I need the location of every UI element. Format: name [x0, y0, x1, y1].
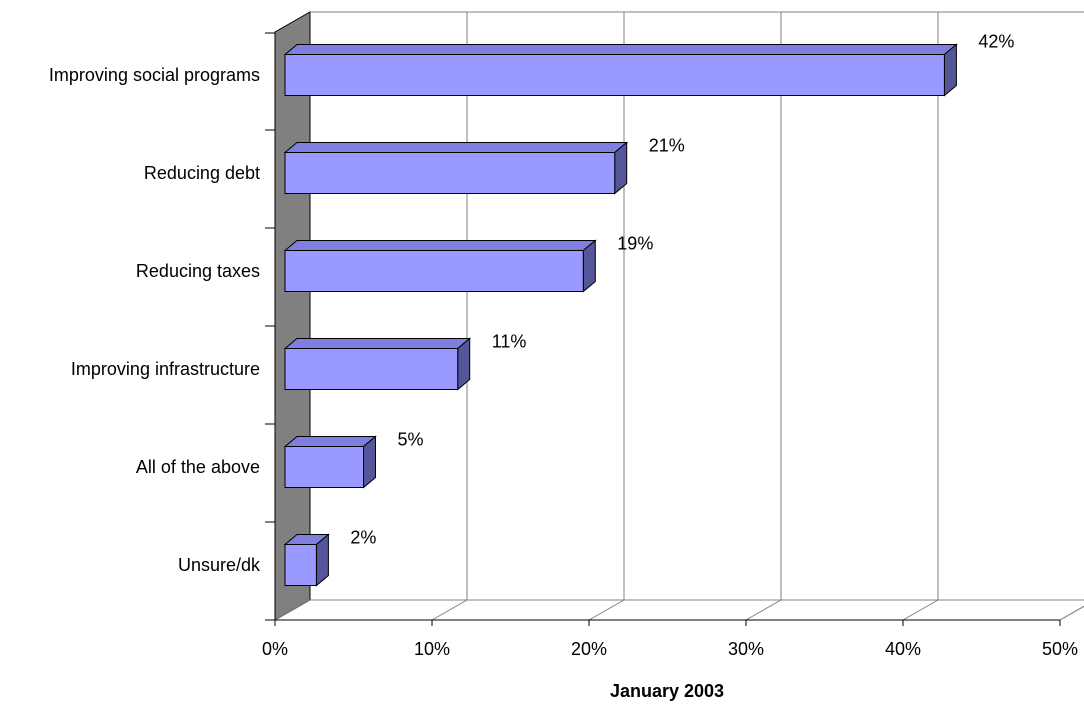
category-label: All of the above — [136, 457, 260, 477]
category-label: Reducing taxes — [136, 261, 260, 281]
bar-top-face — [283, 44, 958, 55]
bar — [284, 544, 317, 586]
category-label: Improving infrastructure — [71, 359, 260, 379]
bars-layer — [283, 43, 958, 587]
floor-gridline — [431, 599, 468, 621]
value-label: 5% — [398, 430, 424, 450]
value-label: 19% — [617, 234, 653, 254]
x-tick-label: 50% — [1042, 639, 1078, 659]
floor-gridline — [1059, 605, 1084, 621]
x-tick-label: 30% — [728, 639, 764, 659]
bar-top-face — [283, 436, 377, 447]
bar — [284, 152, 616, 194]
bar — [284, 348, 459, 390]
value-label: 21% — [649, 136, 685, 156]
floor-gridline — [745, 599, 782, 621]
value-label: 42% — [978, 32, 1014, 52]
grid-layer — [265, 11, 1084, 626]
side-wall — [274, 11, 311, 621]
labels-layer: 0% 10% 20% 30% 40% 50% Improving social progra… — [49, 32, 1078, 660]
value-label: 2% — [350, 528, 376, 548]
category-label: Reducing debt — [144, 163, 260, 183]
floor-gridline — [902, 599, 939, 621]
x-tick-label: 10% — [414, 639, 450, 659]
floor-gridline — [588, 599, 625, 621]
x-tick-label: 20% — [571, 639, 607, 659]
x-axis-title: January 2003 — [610, 681, 724, 701]
bar — [284, 446, 364, 488]
floor-gridline — [274, 599, 311, 621]
bar — [284, 54, 945, 96]
category-label: Unsure/dk — [178, 555, 261, 575]
x-tick-label: 40% — [885, 639, 921, 659]
x-tick-label: 0% — [262, 639, 288, 659]
bar-top-face — [283, 240, 597, 251]
value-label: 11% — [492, 332, 527, 352]
bar-top-face — [283, 338, 472, 349]
bar — [284, 250, 584, 292]
bar-top-face — [283, 142, 629, 153]
floor-right-edge — [1059, 605, 1084, 621]
category-label: Improving social programs — [49, 65, 260, 85]
